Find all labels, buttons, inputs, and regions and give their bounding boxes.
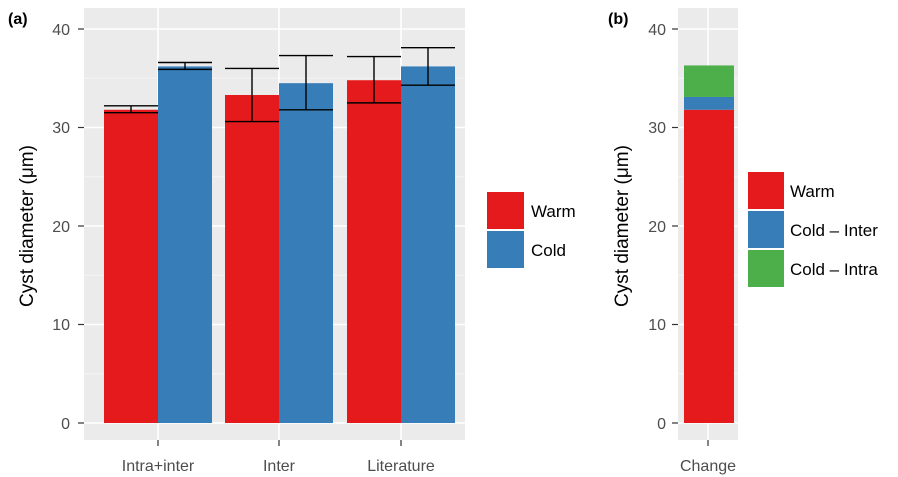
- panel-a-x-ticks: Intra+inter Inter Literature: [122, 440, 435, 475]
- legend-swatch-cold-intra: [748, 250, 784, 287]
- legend-label-cold-intra: Cold – Intra: [790, 260, 878, 279]
- error-bar: [225, 67, 279, 123]
- legend-swatch-cold-inter: [748, 211, 784, 248]
- panel-a-xtick-label: Intra+inter: [122, 458, 195, 475]
- error-bar: [158, 61, 212, 71]
- panel-b-ytick-label: 0: [657, 416, 666, 433]
- stacked-segment-cold-inter: [684, 96, 734, 110]
- legend-swatch-cold: [487, 231, 524, 268]
- panel-b-ytick-label: 40: [648, 22, 666, 39]
- panel-a-legend: Warm Cold: [487, 192, 576, 268]
- panel-b-legend: Warm Cold – Inter Cold – Intra: [748, 172, 878, 287]
- panel-a-y-ticks: 0 10 20 30 40: [52, 22, 84, 433]
- bar-cold-literature: [401, 66, 455, 424]
- panel-a-xtick-label: Inter: [263, 458, 296, 475]
- legend-label-cold-inter: Cold – Inter: [790, 221, 878, 240]
- legend-label-warm: Warm: [790, 182, 835, 201]
- panel-b-tag: (b): [608, 11, 628, 28]
- error-bar: [401, 47, 455, 86]
- panel-a-error-bars: [104, 47, 455, 123]
- panel-a-tag: (a): [8, 11, 28, 28]
- error-bar: [279, 54, 333, 111]
- panel-b-xtick-label: Change: [680, 458, 736, 475]
- error-bar: [347, 55, 401, 104]
- bar-cold-inter: [279, 83, 333, 424]
- panel-a: (a) 0 10 20 30 40 Intra+inter Inter Lite…: [8, 8, 576, 475]
- legend-label-warm: Warm: [531, 202, 576, 221]
- panel-b-bars: [684, 65, 734, 424]
- panel-a-ytick-label: 40: [52, 22, 70, 39]
- stacked-segment-cold-intra: [684, 65, 734, 97]
- panel-a-ytick-label: 0: [61, 416, 70, 433]
- panel-b-ytick-label: 20: [648, 219, 666, 236]
- error-bar: [104, 105, 158, 114]
- panel-a-y-axis-label: Cyst diameter (μm): [17, 145, 38, 307]
- legend-label-cold: Cold: [531, 241, 566, 260]
- bar-warm-intra-inter: [104, 109, 158, 424]
- legend-swatch-warm: [487, 192, 524, 229]
- panel-a-ytick-label: 10: [52, 317, 70, 334]
- bar-warm-inter: [225, 94, 279, 424]
- panel-b-y-ticks: 0 10 20 30 40: [648, 22, 709, 446]
- panel-b-ytick-label: 30: [648, 120, 666, 137]
- stacked-segment-warm: [684, 109, 734, 424]
- bar-cold-intra-inter: [158, 66, 212, 424]
- panel-a-ytick-label: 30: [52, 120, 70, 137]
- legend-swatch-warm: [748, 172, 784, 209]
- panel-b-ytick-label: 10: [648, 317, 666, 334]
- panel-a-bars: [104, 66, 455, 424]
- panel-a-ytick-label: 20: [52, 219, 70, 236]
- bar-warm-literature: [347, 80, 401, 423]
- panel-b: (b) 0 10 20 30 40 Change Cyst diameter (…: [608, 8, 878, 475]
- panel-a-xtick-label: Literature: [367, 458, 435, 475]
- panel-b-y-axis-label: Cyst diameter (μm): [612, 145, 633, 307]
